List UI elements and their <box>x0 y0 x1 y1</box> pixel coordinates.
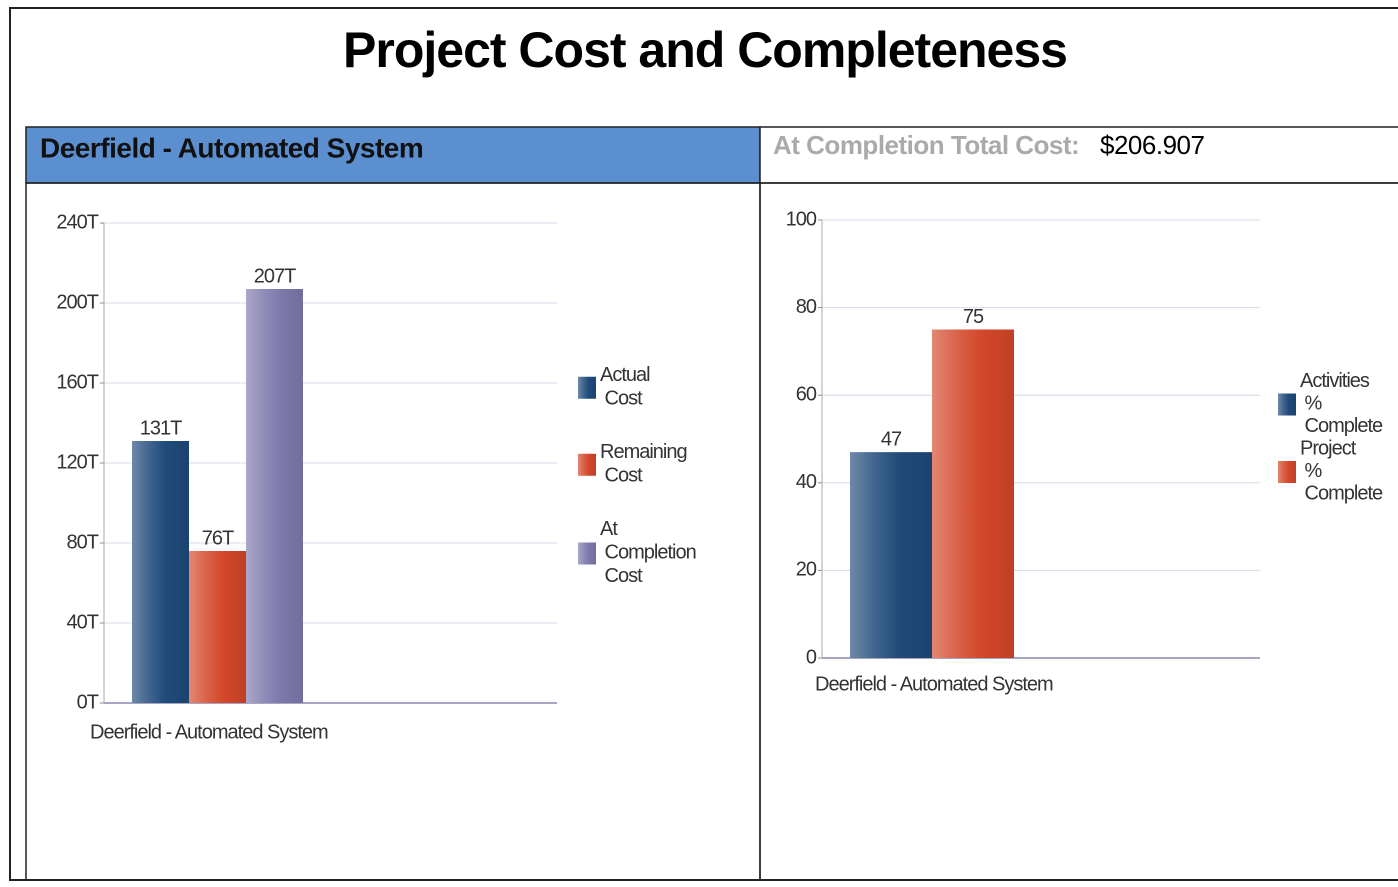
y-tick-label: 240T <box>56 211 98 233</box>
page-title: Project Cost and Completeness <box>343 22 1067 78</box>
y-tick-label: 80T <box>67 531 99 553</box>
cost-header <box>759 126 1398 184</box>
x-tick-label: Deerfield - Automated System <box>90 721 328 743</box>
y-tick-label: 40T <box>67 611 99 633</box>
data-label: 47 <box>881 428 902 450</box>
data-label: 131T <box>140 417 182 439</box>
bar <box>246 289 303 703</box>
legend-swatch <box>1278 393 1296 416</box>
panel-header <box>25 126 761 184</box>
legend-label: Actual Cost <box>600 364 650 410</box>
legend-label: At Completion Cost <box>600 518 696 587</box>
y-tick-label: 60 <box>796 383 817 405</box>
y-tick-label: 160T <box>56 371 98 393</box>
y-tick-label: 120T <box>56 451 98 473</box>
x-tick-label: Deerfield - Automated System <box>815 673 1053 695</box>
y-tick-label: 0T <box>77 691 99 713</box>
legend-label: Project % Complete <box>1300 438 1383 505</box>
y-tick-label: 200T <box>56 291 98 313</box>
y-tick-label: 100 <box>786 208 817 230</box>
bar <box>850 452 932 658</box>
y-tick-label: 0 <box>806 646 817 668</box>
legend-swatch <box>578 376 596 399</box>
legend-label: Remaining Cost <box>600 441 687 487</box>
total-cost-value: $206.907 <box>1100 130 1204 160</box>
y-tick-label: 40 <box>796 471 817 493</box>
bar <box>132 441 189 703</box>
y-tick-label: 80 <box>796 296 817 318</box>
panel-header-text: Deerfield - Automated System <box>40 132 423 163</box>
data-label: 207T <box>254 265 296 287</box>
data-label: 76T <box>202 527 234 549</box>
data-label: 75 <box>963 306 984 328</box>
bar <box>932 329 1014 658</box>
right-panel <box>759 182 1398 881</box>
legend-label: Activities % Complete <box>1300 370 1383 437</box>
total-cost-label: At Completion Total Cost: <box>773 130 1079 160</box>
bar <box>189 551 246 703</box>
legend-swatch <box>578 542 596 565</box>
legend-swatch <box>1278 461 1296 483</box>
y-tick-label: 20 <box>796 559 817 581</box>
legend-swatch <box>578 453 596 476</box>
